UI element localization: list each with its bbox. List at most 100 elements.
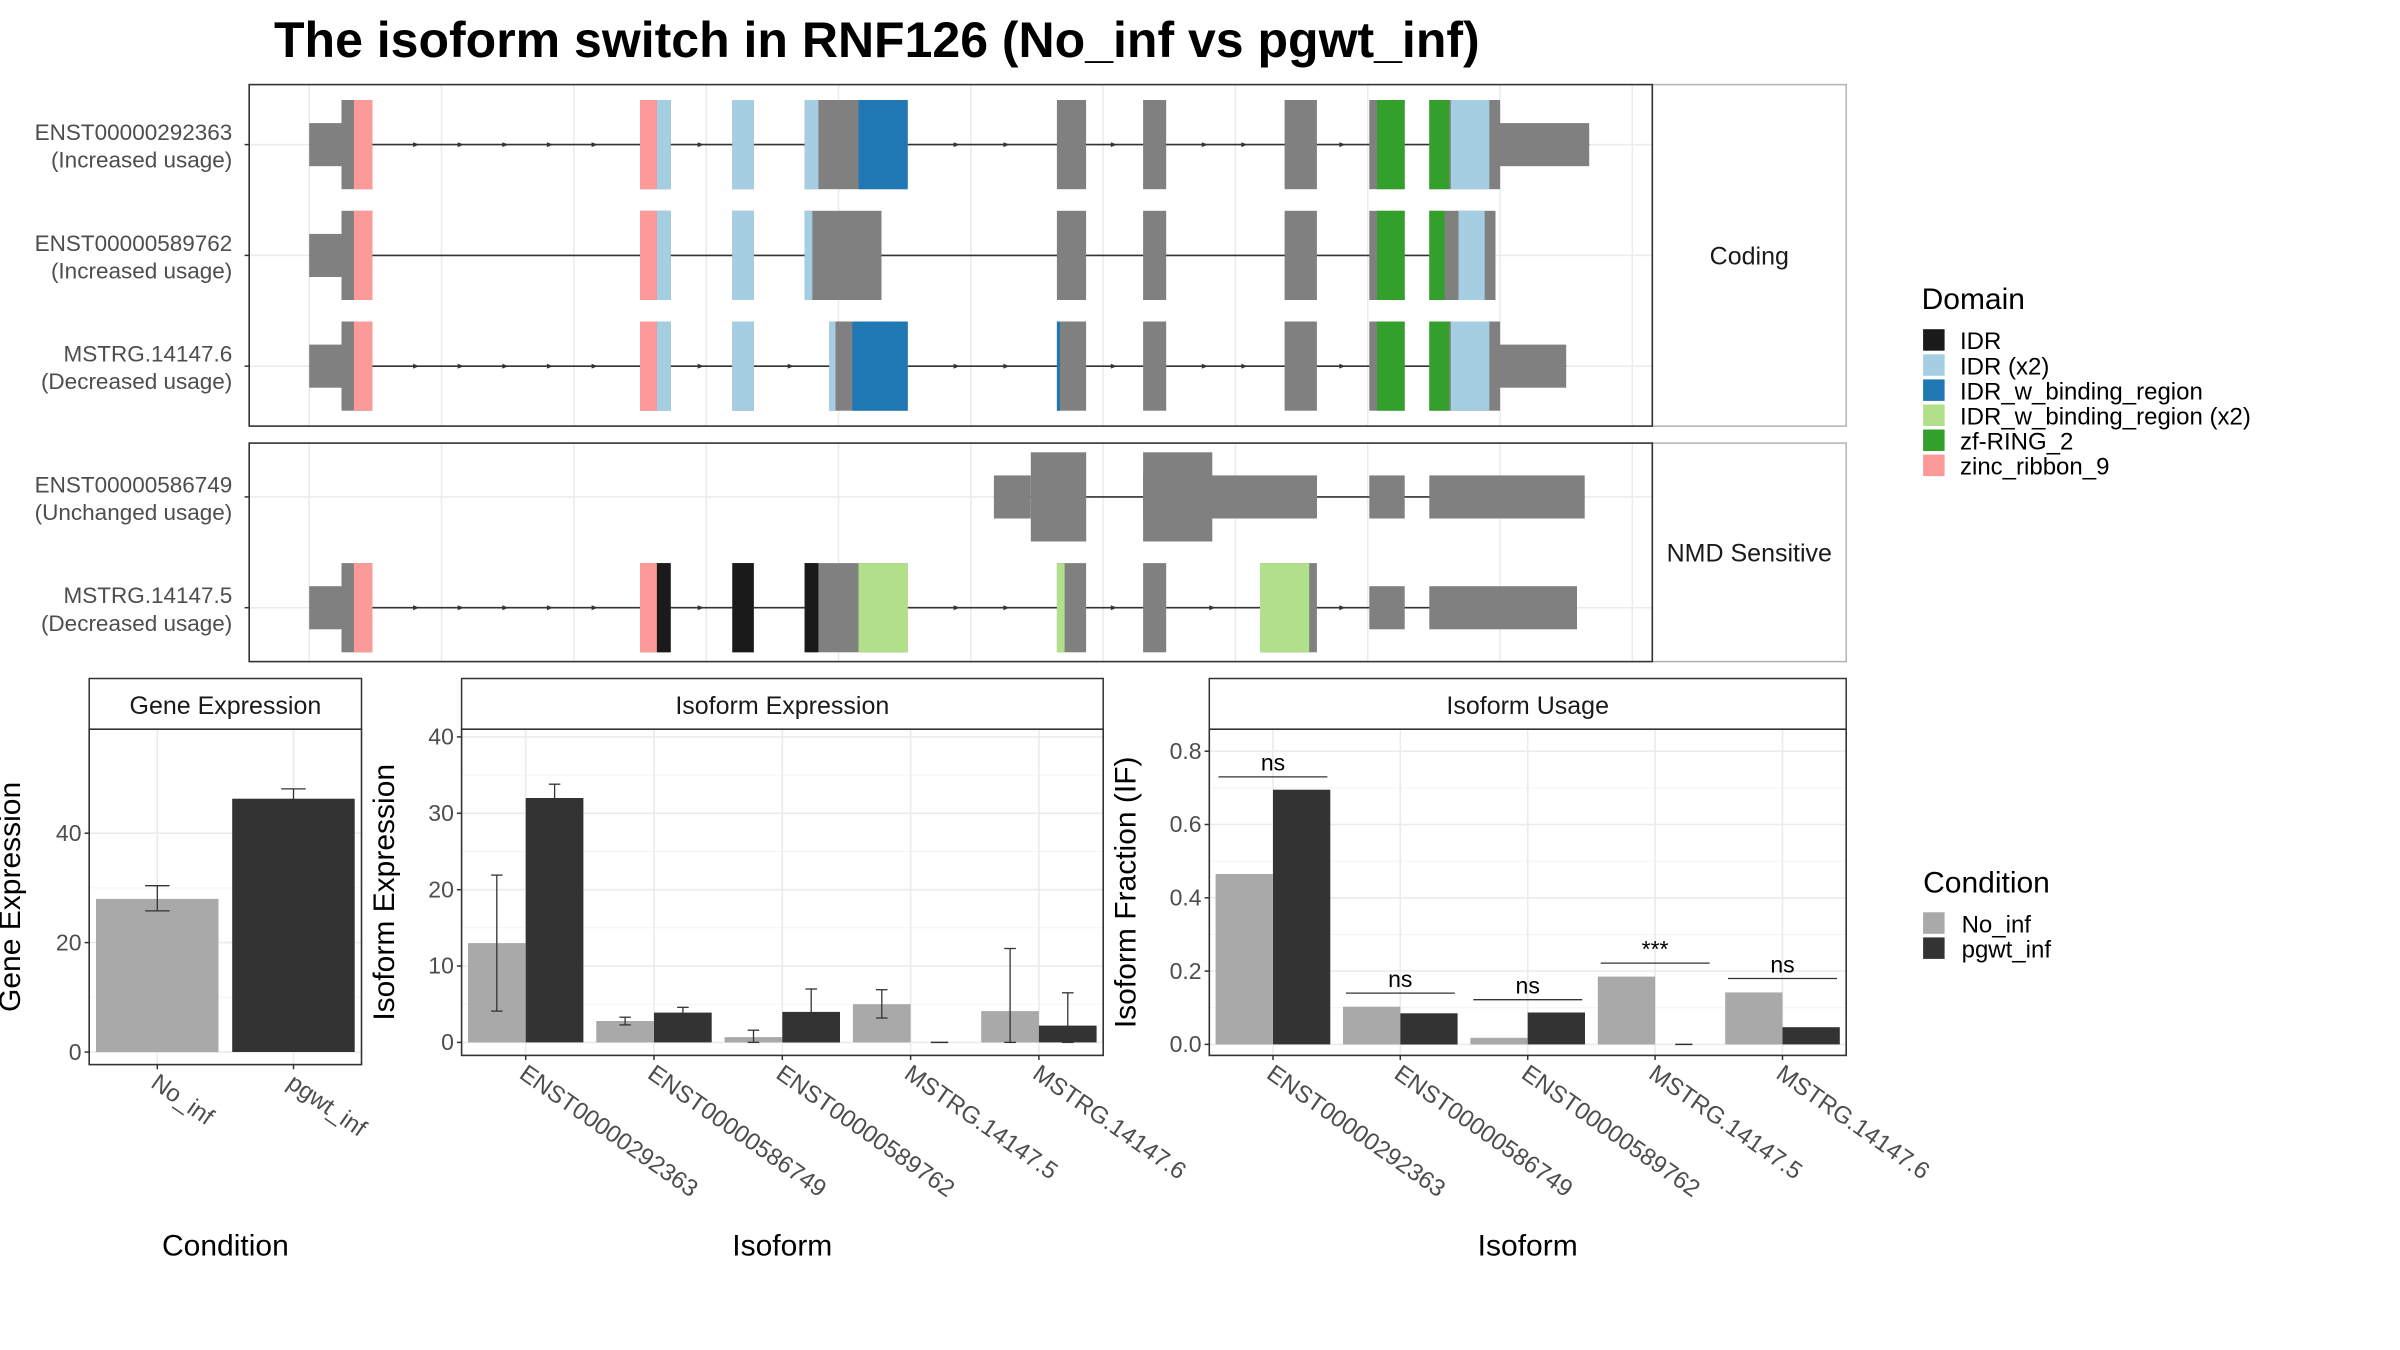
isoform-id-label: MSTRG.14147.5 <box>63 583 232 608</box>
x-axis-title: Isoform <box>1478 1229 1578 1262</box>
bar <box>1470 1037 1528 1045</box>
intron-arrow <box>502 363 509 369</box>
utr-exon <box>1500 123 1590 167</box>
bar-panel: Gene Expression 0 20 40 No_inf pgwt_inf Gene E… <box>0 677 371 1262</box>
intron-arrow <box>591 142 598 148</box>
intron-arrow <box>1110 142 1117 148</box>
legend-swatch <box>1923 329 1945 351</box>
figure-title: The isoform switch in RNF126 (No_inf vs … <box>274 12 1480 68</box>
intron-arrow <box>953 363 960 369</box>
intron-arrow <box>1339 142 1346 148</box>
domain-segment <box>656 100 671 190</box>
legend-label: IDR_w_binding_region <box>1960 378 2203 405</box>
intron-arrow <box>546 605 554 611</box>
y-tick-label: 20 <box>56 929 82 955</box>
bar <box>1343 1006 1401 1045</box>
coding-exon <box>1143 563 1167 653</box>
domain-segment <box>1377 321 1405 411</box>
coding-exon <box>804 210 882 300</box>
legend-swatch <box>1923 404 1945 426</box>
isoform-usage-label: (Decreased usage) <box>41 611 232 636</box>
isoform-id-label: ENST00000292363 <box>35 120 233 145</box>
utr-exon <box>1429 475 1585 519</box>
panel-strip <box>1208 677 1847 731</box>
bar <box>1597 976 1656 1045</box>
utr-exon <box>309 586 342 630</box>
coding-exon <box>1284 321 1317 411</box>
bar <box>1273 789 1331 1045</box>
bar <box>596 1021 654 1043</box>
intron-arrow <box>697 142 704 148</box>
domain-segment <box>804 563 819 653</box>
facet-strip-label: NMD Sensitive <box>1667 540 1832 568</box>
intron-arrow <box>591 605 598 611</box>
isoform-track <box>309 321 1567 411</box>
domain-segment <box>852 321 908 411</box>
facet-strip <box>1651 442 1847 663</box>
domain-segment <box>353 563 373 653</box>
utr-exon <box>1369 586 1405 630</box>
domain-segment <box>1056 563 1065 653</box>
intron-arrow <box>457 605 464 611</box>
domain-segment <box>1450 100 1490 190</box>
y-tick-label: 0.0 <box>1170 1031 1202 1057</box>
y-tick-label: 30 <box>428 800 454 826</box>
intron-arrow <box>413 363 420 369</box>
significance-label: ns <box>1261 750 1285 776</box>
domain-segment <box>858 563 908 653</box>
coding-exon <box>1143 452 1213 542</box>
y-tick-label: 0 <box>441 1029 454 1055</box>
y-axis-title: Gene Expression <box>0 782 27 1012</box>
y-tick-label: 0.6 <box>1170 811 1202 837</box>
y-tick-label: 40 <box>56 820 82 846</box>
coding-exon <box>1056 321 1087 411</box>
significance-label: ns <box>1516 973 1540 999</box>
legend-swatch <box>1923 454 1945 477</box>
facet-strip <box>1651 83 1847 427</box>
domain-segment <box>829 321 836 411</box>
isoform-track <box>309 210 1496 300</box>
legend-swatch <box>1923 379 1945 401</box>
intron-arrow <box>1339 605 1346 611</box>
isoform-track <box>309 100 1590 190</box>
domain-segment <box>353 210 373 300</box>
intron-arrow <box>953 142 960 148</box>
bar-chart-panels: Gene Expression 0 20 40 No_inf pgwt_inf Gene E… <box>0 677 1934 1262</box>
x-axis-title: Isoform <box>732 1229 832 1262</box>
coding-exon <box>1056 210 1087 300</box>
legend-swatch <box>1923 429 1945 451</box>
utr-exon <box>993 475 1031 519</box>
panel-title: Isoform Expression <box>675 692 889 720</box>
coding-exon <box>1143 321 1167 411</box>
domain-segment <box>1377 100 1405 190</box>
utr-exon <box>309 233 342 277</box>
coding-exon <box>1284 100 1317 190</box>
intron-arrow <box>1110 363 1117 369</box>
domain-segment <box>732 563 754 653</box>
intron-arrow <box>1339 363 1346 369</box>
structure-panel-bg <box>249 443 1653 662</box>
significance-label: ns <box>1388 966 1412 992</box>
bar <box>525 798 584 1043</box>
legend-label: zinc_ribbon_9 <box>1960 454 2109 481</box>
domain-segment <box>353 321 373 411</box>
domain-segment <box>804 210 813 300</box>
legend-label: pgwt_inf <box>1962 936 2052 963</box>
isoform-usage-label: (Unchanged usage) <box>35 500 233 525</box>
domain-segment <box>353 100 373 190</box>
plot-border <box>88 728 363 1066</box>
legend-swatch <box>1923 937 1945 959</box>
y-tick-label: 0.4 <box>1170 885 1202 911</box>
x-tick-label: pgwt_inf <box>282 1069 371 1143</box>
significance-label: *** <box>1642 936 1669 962</box>
intron-arrow <box>457 142 464 148</box>
domain-segment <box>1429 100 1450 190</box>
intron-arrow <box>697 363 704 369</box>
structure-panel-border <box>248 83 1654 427</box>
bar <box>1782 1027 1840 1045</box>
intron-arrow <box>591 363 598 369</box>
panel-strip <box>460 677 1104 731</box>
